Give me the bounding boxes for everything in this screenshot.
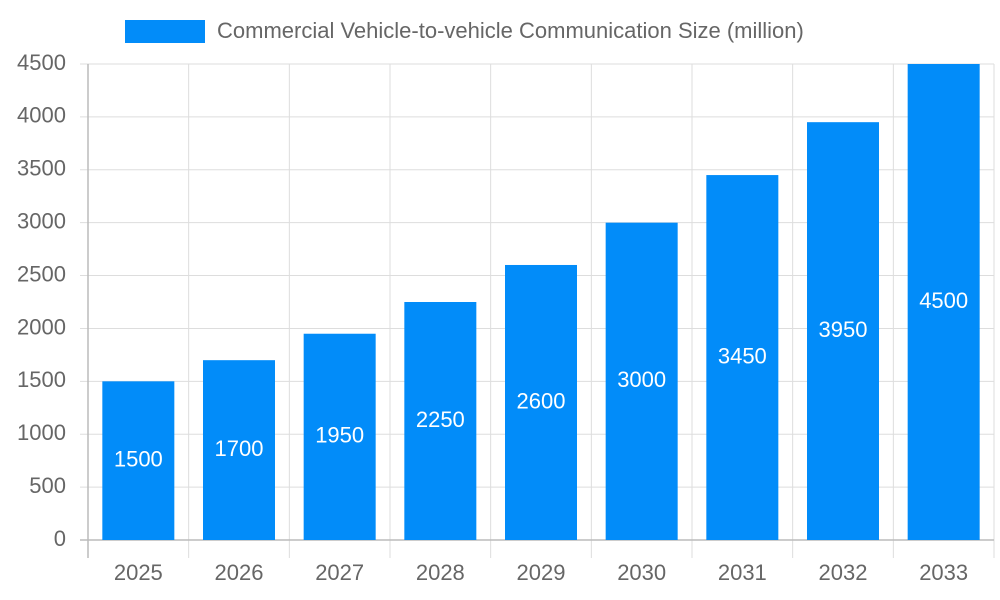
x-tick-label: 2026 — [215, 560, 264, 585]
bar — [605, 222, 678, 540]
y-tick-label: 3500 — [17, 156, 66, 181]
y-tick-label: 0 — [54, 526, 66, 551]
y-tick-label: 1500 — [17, 367, 66, 392]
data-label: 2600 — [517, 388, 566, 413]
data-label: 2250 — [416, 407, 465, 432]
x-tick-label: 2033 — [919, 560, 968, 585]
data-label: 3950 — [819, 317, 868, 342]
data-label: 3450 — [718, 343, 767, 368]
y-tick-label: 4000 — [17, 103, 66, 128]
x-tick-label: 2029 — [517, 560, 566, 585]
y-tick-label: 2500 — [17, 261, 66, 286]
y-tick-label: 1000 — [17, 420, 66, 445]
bar — [102, 381, 175, 540]
data-label: 1950 — [315, 423, 364, 448]
x-tick-label: 2028 — [416, 560, 465, 585]
x-tick-label: 2030 — [617, 560, 666, 585]
x-tick-label: 2027 — [315, 560, 364, 585]
x-tick-label: 2032 — [819, 560, 868, 585]
bar — [404, 302, 477, 540]
data-label: 1500 — [114, 446, 163, 471]
bar — [706, 175, 779, 541]
legend-label[interactable]: Commercial Vehicle-to-vehicle Communicat… — [217, 18, 804, 43]
data-label: 3000 — [617, 367, 666, 392]
y-tick-label: 3000 — [17, 208, 66, 233]
bar — [807, 122, 879, 540]
bar — [505, 264, 577, 540]
y-tick-label: 500 — [29, 473, 66, 498]
bar — [303, 333, 376, 540]
bar — [907, 64, 980, 540]
bar — [203, 360, 275, 540]
data-label: 1700 — [215, 436, 264, 461]
x-tick-label: 2025 — [114, 560, 163, 585]
legend-swatch[interactable] — [125, 20, 205, 43]
y-tick-label: 2000 — [17, 314, 66, 339]
x-tick-label: 2031 — [718, 560, 767, 585]
data-label: 4500 — [919, 288, 968, 313]
y-tick-label: 4500 — [17, 50, 66, 75]
